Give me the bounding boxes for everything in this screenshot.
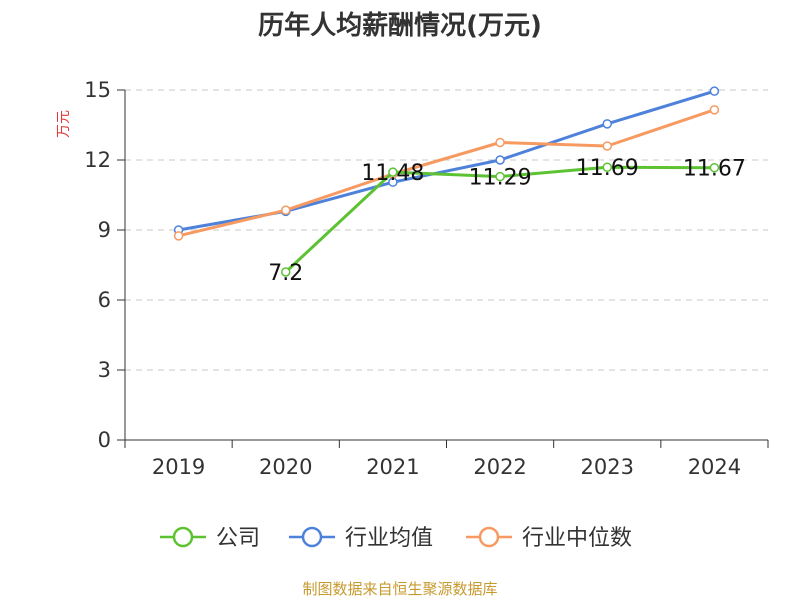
legend-marker [301,526,323,548]
data-label: 7.2 [268,261,303,286]
x-tick-label: 2023 [581,455,634,479]
data-point[interactable] [388,167,398,177]
data-labels: 7.2 11.48 11.29 11.69 11.67 [268,156,746,286]
y-tick-label: 9 [98,218,111,242]
data-point[interactable] [709,162,720,173]
chart-title: 历年人均薪酬情况(万元) [258,10,542,41]
data-label: 11.69 [576,156,639,181]
data-label: 11.67 [683,157,746,182]
y-tick-label: 12 [84,148,111,172]
legend[interactable]: 公司 行业均值 行业中位数 [160,526,632,551]
data-point[interactable] [495,171,505,182]
legend-marker [478,526,500,548]
y-tick-label: 6 [98,288,111,312]
x-tick-label: 2022 [473,455,526,479]
x-tick-label: 2020 [259,455,312,479]
axes: 0 3 6 9 12 15 2019 2020 2021 2022 2023 2024 [84,78,769,479]
data-point[interactable] [281,267,291,277]
data-label: 11.29 [469,166,532,191]
data-point[interactable] [281,205,291,215]
x-tick-label: 2019 [152,455,205,479]
legend-marker [172,526,194,548]
data-label: 11.48 [361,161,424,186]
series-line-2 [178,108,715,238]
y-axis-label: 万元 [56,110,72,138]
y-tick-label: 3 [98,358,111,382]
data-point[interactable] [602,119,612,129]
y-tick-label: 15 [84,78,111,102]
series-group [173,86,720,277]
y-tick-label: 0 [98,428,111,452]
data-point[interactable] [495,155,505,165]
x-tick-label: 2024 [688,455,741,479]
data-point[interactable] [602,141,612,151]
data-point[interactable] [173,231,184,241]
data-point[interactable] [602,162,612,172]
data-point[interactable] [709,105,720,115]
x-tick-label: 2021 [366,455,419,479]
legend-label[interactable]: 行业中位数 [522,526,632,551]
legend-label[interactable]: 行业均值 [345,526,433,551]
data-point[interactable] [495,137,505,148]
data-point[interactable] [709,86,720,96]
grid-lines [125,89,768,371]
legend-label[interactable]: 公司 [216,526,260,551]
source-note: 制图数据来自恒生聚源数据库 [302,580,497,598]
